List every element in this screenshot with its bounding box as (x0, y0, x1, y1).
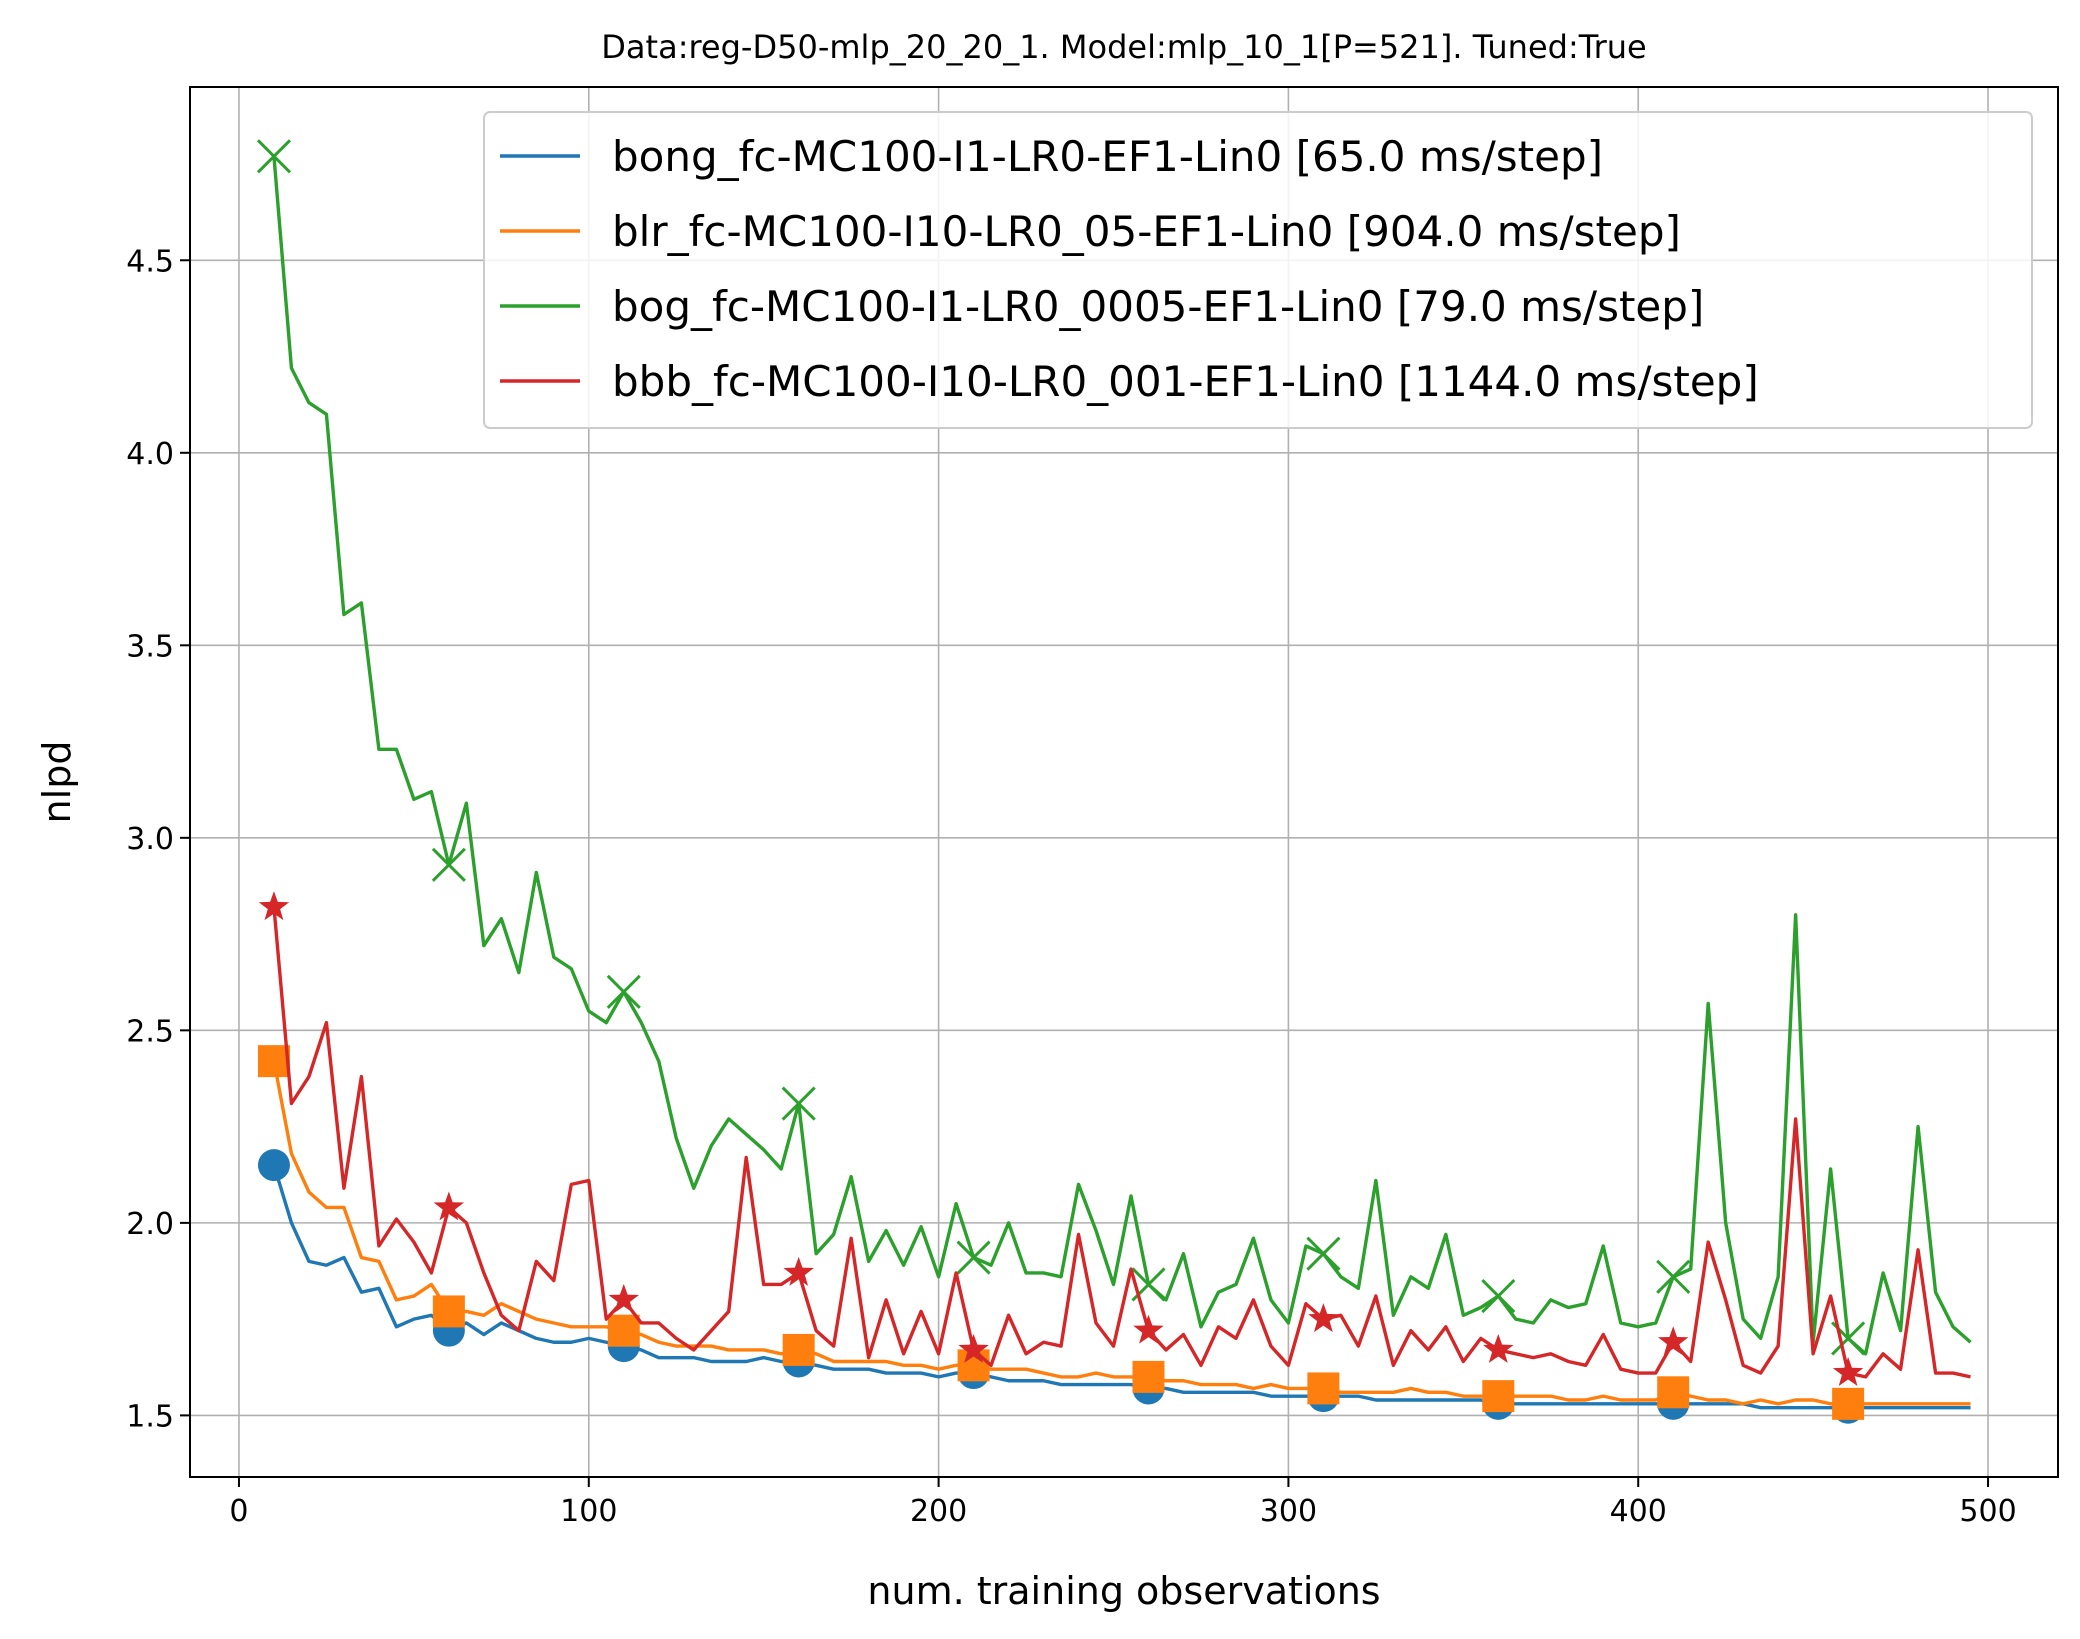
x-axis-label: num. training observations (867, 1569, 1380, 1613)
chart-title: Data:reg-D50-mlp_20_20_1. Model:mlp_10_1… (601, 28, 1646, 66)
x-marker-stroke (431, 847, 466, 882)
data-point-marker (1306, 1236, 1341, 1271)
x-marker-stroke (256, 139, 292, 174)
y-tick-label: 3.0 (126, 822, 174, 857)
legend-entry-label: bog_fc-MC100-I1-LR0_0005-EF1-Lin0 [79.0 … (612, 282, 1704, 331)
y-tick-label: 3.5 (126, 629, 174, 664)
x-marker-stroke (1831, 1321, 1866, 1356)
series-3 (256, 139, 1972, 1356)
series-4 (258, 891, 1971, 1386)
x-tick-label: 500 (1959, 1494, 2016, 1529)
data-point-marker (432, 1295, 465, 1328)
data-point-marker (781, 1086, 816, 1121)
data-point-marker (608, 1283, 639, 1313)
data-point-marker (1133, 1314, 1164, 1344)
axis-ticks: 0 100 200 300 400 500 1.5 2.0 2.5 3.0 3.5 4.0 4.5 (126, 244, 2016, 1529)
data-point-marker (1656, 1259, 1691, 1294)
series-line (272, 156, 1972, 1356)
x-marker-stroke (1306, 1236, 1341, 1271)
data-point-marker (606, 974, 641, 1009)
x-tick-label: 300 (1260, 1494, 1317, 1529)
y-tick-label: 2.5 (126, 1014, 174, 1049)
legend-entry-label: bbb_fc-MC100-I10-LR0_001-EF1-Lin0 [1144.… (612, 357, 1759, 406)
x-tick-label: 400 (1610, 1494, 1667, 1529)
x-marker-stroke (1481, 1278, 1516, 1314)
data-point-marker (1832, 1357, 1864, 1386)
plot-area (256, 139, 1972, 1424)
data-point-marker (956, 1240, 991, 1275)
legend-entry-label: bong_fc-MC100-I1-LR0-EF1-Lin0 [65.0 ms/s… (612, 132, 1603, 181)
legend-box (483, 111, 2033, 429)
data-point-marker (258, 891, 290, 921)
series-2 (257, 1045, 1971, 1420)
legend-entry-label: blr_fc-MC100-I10-LR0_05-EF1-Lin0 [904.0 … (612, 207, 1681, 256)
x-tick-label: 100 (560, 1494, 617, 1529)
data-point-marker (1657, 1326, 1689, 1356)
y-tick-label: 4.0 (126, 437, 174, 472)
data-point-marker (958, 1333, 989, 1363)
x-tick-label: 200 (910, 1494, 967, 1529)
x-marker-stroke (1656, 1259, 1691, 1294)
data-point-marker (782, 1333, 815, 1366)
y-tick-label: 1.5 (126, 1399, 174, 1434)
x-tick-label: 0 (229, 1494, 248, 1529)
data-point-marker (256, 139, 292, 174)
data-point-marker (607, 1314, 640, 1347)
data-point-marker (1832, 1387, 1865, 1420)
x-marker-stroke (781, 1086, 816, 1121)
data-point-marker (1483, 1333, 1514, 1363)
axes-frame (189, 86, 2059, 1478)
data-point-marker (1307, 1372, 1340, 1405)
data-point-marker (433, 1191, 465, 1221)
data-point-marker (1657, 1376, 1690, 1409)
y-axis-label: nlpd (35, 741, 79, 824)
data-point-marker (783, 1256, 814, 1286)
data-point-marker (257, 1045, 290, 1078)
series-line (272, 906, 1971, 1379)
data-point-marker (431, 847, 466, 882)
y-tick-label: 4.5 (126, 244, 174, 279)
x-marker-stroke (956, 1240, 991, 1275)
data-point-marker (1308, 1303, 1339, 1333)
data-point-marker (257, 1149, 290, 1182)
y-tick-label: 2.0 (126, 1207, 174, 1242)
legend: bong_fc-MC100-I1-LR0-EF1-Lin0 [65.0 ms/s… (483, 111, 2033, 429)
data-point-marker (1132, 1360, 1165, 1393)
data-point-marker (1482, 1380, 1515, 1413)
data-point-marker (1481, 1278, 1516, 1314)
x-marker-stroke (606, 974, 641, 1009)
